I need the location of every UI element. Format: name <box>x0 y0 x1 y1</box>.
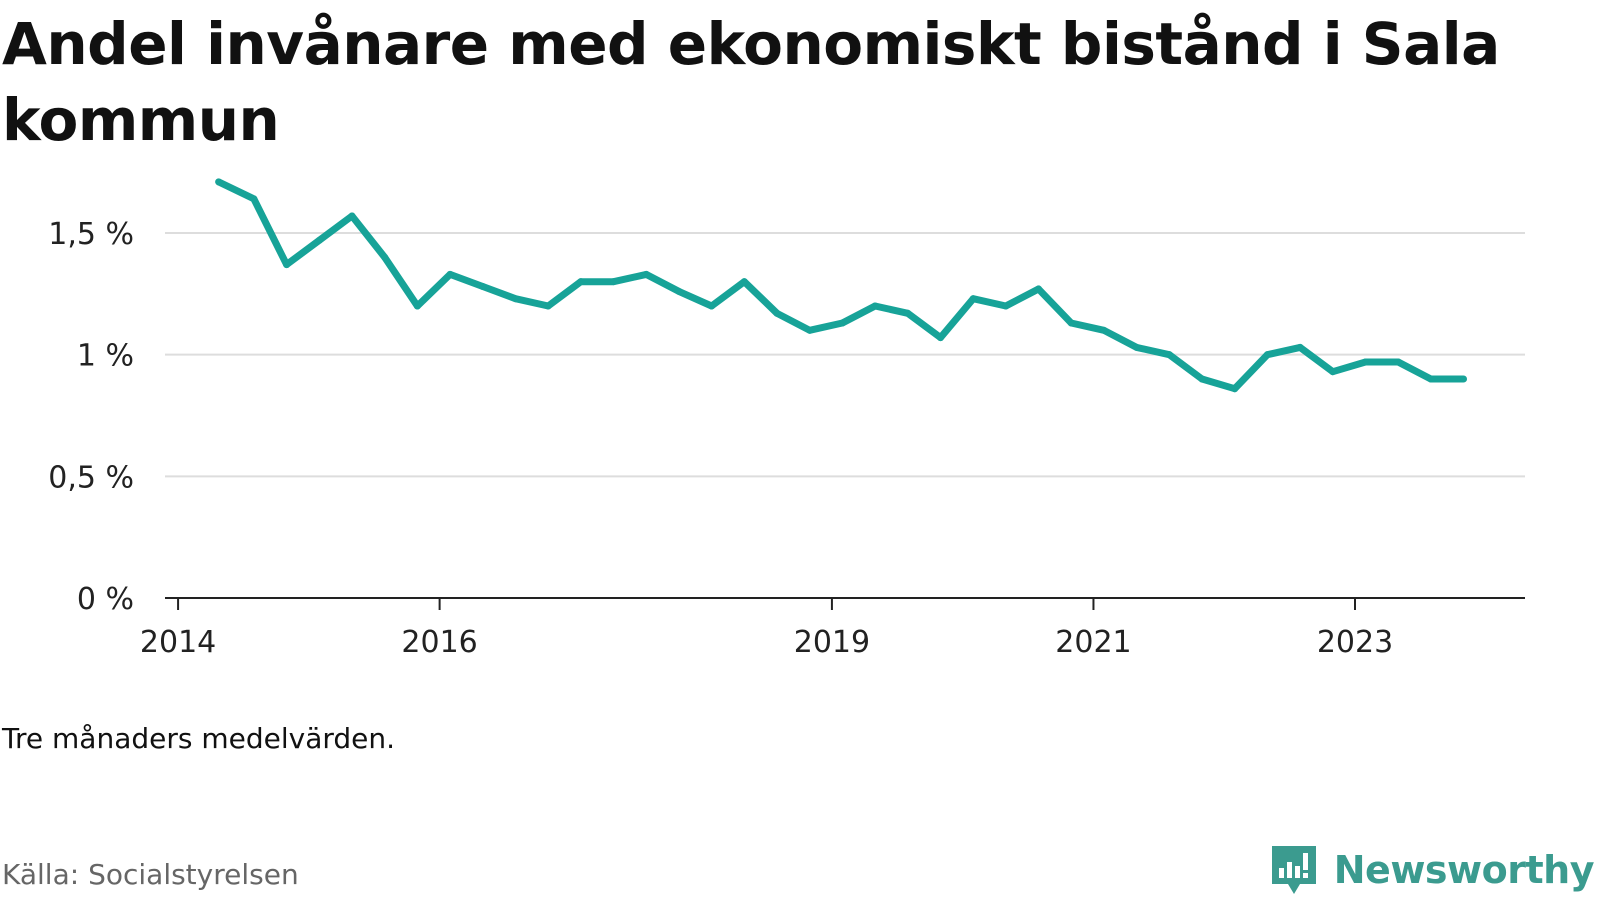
brand-name: Newsworthy <box>1333 848 1595 892</box>
data-point <box>904 309 912 317</box>
data-point <box>381 253 389 261</box>
y-axis-tick-labels: 0 % 0,5 % 1 % 1,5 % <box>48 217 134 617</box>
data-point <box>215 178 223 186</box>
data-point <box>1067 319 1075 327</box>
data-point <box>969 295 977 303</box>
brand-logo[interactable]: Newsworthy <box>1268 840 1595 900</box>
y-tick-label: 0 % <box>77 582 134 617</box>
data-point <box>511 295 519 303</box>
data-point <box>1198 375 1206 383</box>
x-tick-label: 2016 <box>401 625 477 660</box>
x-tick-label: 2021 <box>1055 625 1131 660</box>
x-tick-label: 2023 <box>1317 625 1393 660</box>
data-points <box>215 178 1468 393</box>
line-chart: 0 % 0,5 % 1 % 1,5 % 2014 2016 2019 2021 2023 <box>48 178 1525 660</box>
data-point <box>1427 375 1435 383</box>
data-point <box>544 302 552 310</box>
y-tick-label: 0,5 % <box>48 460 134 495</box>
data-point <box>250 195 258 203</box>
data-point <box>446 270 454 278</box>
data-point <box>708 302 716 310</box>
data-point <box>871 302 879 310</box>
data-point <box>1329 368 1337 376</box>
data-point <box>610 278 618 286</box>
data-point <box>1296 343 1304 351</box>
x-tick-label: 2014 <box>140 625 216 660</box>
chart-note: Tre månaders medelvärden. <box>2 722 396 755</box>
data-point <box>315 236 323 244</box>
source-label: Källa: Socialstyrelsen <box>2 858 299 891</box>
y-tick-label: 1 % <box>77 339 134 374</box>
data-point <box>479 283 487 291</box>
data-point <box>1394 358 1402 366</box>
data-point <box>577 278 585 286</box>
data-point <box>1035 285 1043 293</box>
data-point <box>1361 358 1369 366</box>
newsworthy-logo-icon <box>1271 846 1316 894</box>
data-point <box>413 302 421 310</box>
data-point <box>1231 385 1239 393</box>
data-point <box>1100 326 1108 334</box>
x-axis-ticks: 2014 2016 2019 2021 2023 <box>140 598 1393 660</box>
data-point <box>348 212 356 220</box>
y-tick-label: 1,5 % <box>48 217 134 252</box>
gridlines <box>165 232 1525 478</box>
data-point <box>283 261 291 269</box>
data-point <box>675 287 683 295</box>
data-point <box>1002 302 1010 310</box>
chart-title: Andel invånare med ekonomiskt bistånd i … <box>2 10 1500 154</box>
data-point <box>936 334 944 342</box>
x-tick-label: 2019 <box>794 625 870 660</box>
series-line <box>217 178 1464 393</box>
data-point <box>1133 343 1141 351</box>
data-point <box>1263 351 1271 359</box>
data-point <box>1460 375 1468 383</box>
data-point <box>838 319 846 327</box>
data-point <box>1165 351 1173 359</box>
data-point <box>806 326 814 334</box>
data-point <box>773 309 781 317</box>
data-point <box>642 270 650 278</box>
data-point <box>740 278 748 286</box>
